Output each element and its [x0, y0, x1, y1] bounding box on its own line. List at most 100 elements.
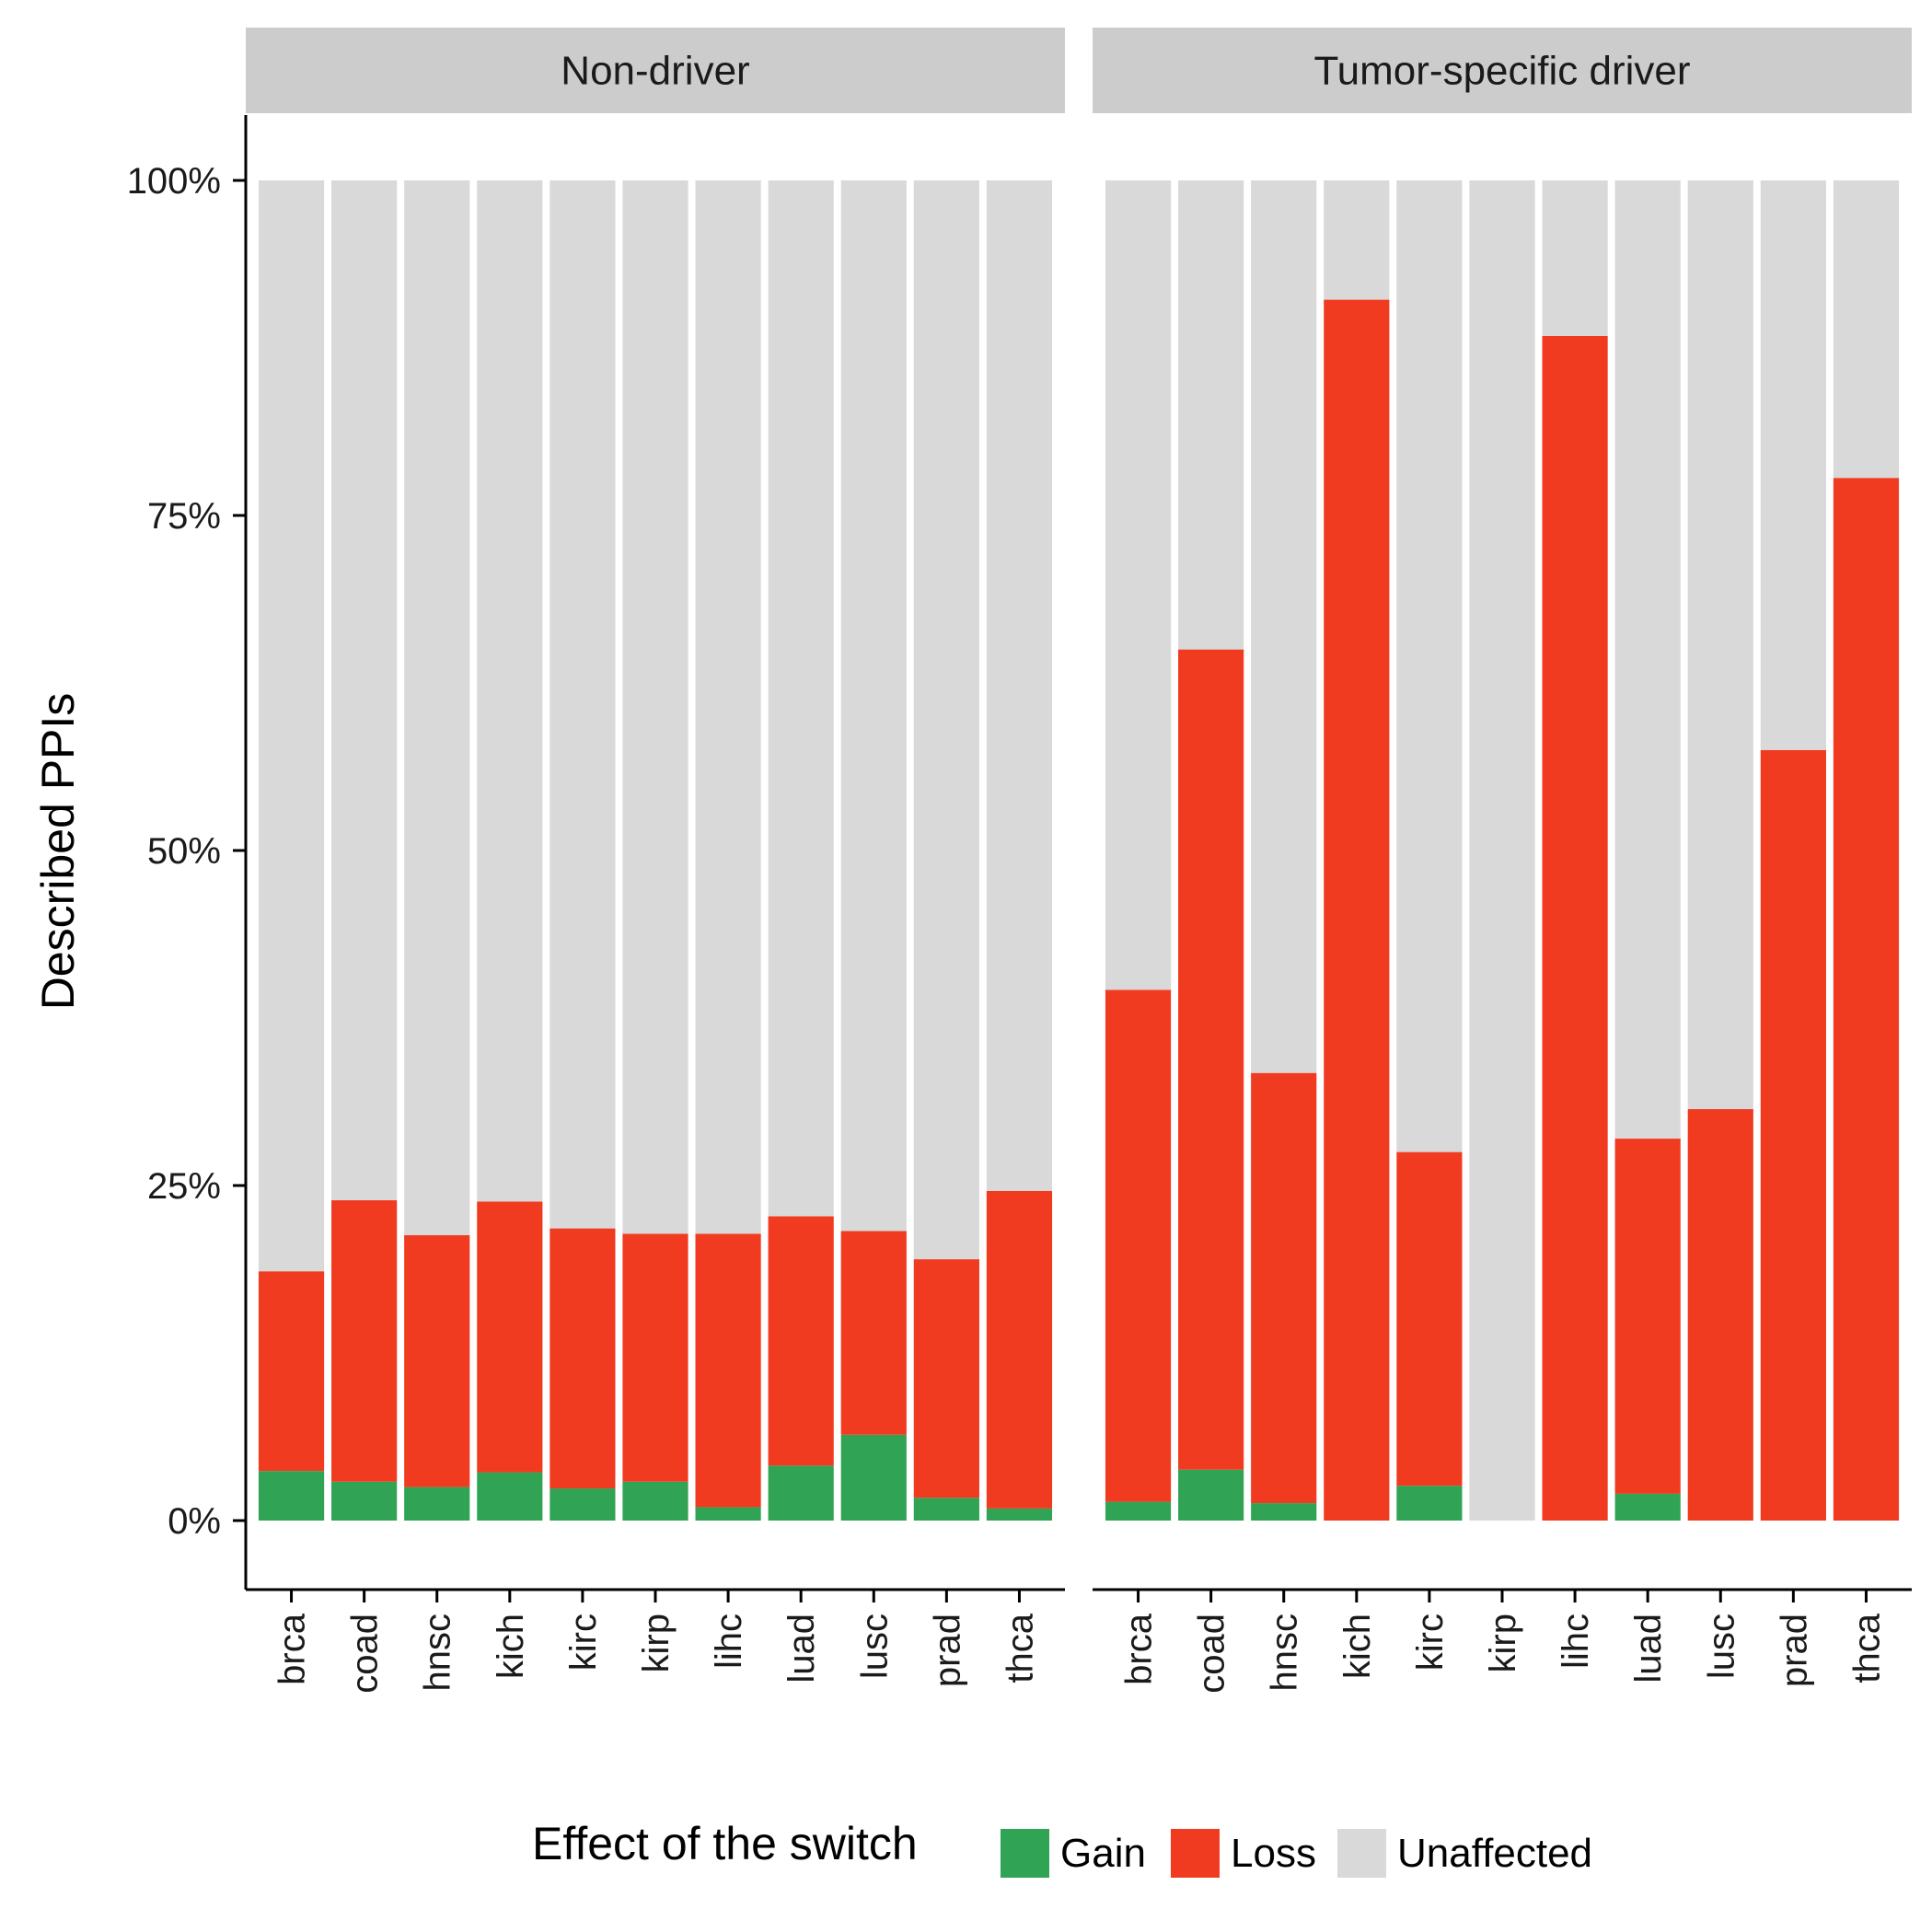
bar-unaffected-thca — [1833, 180, 1900, 479]
x-tick-label: kich — [1337, 1614, 1378, 1679]
bar-gain-kirc — [550, 1488, 616, 1521]
bar-unaffected-lihc — [1542, 180, 1608, 336]
x-tick-label: kirp — [1483, 1614, 1523, 1672]
bar-unaffected-lihc — [695, 180, 761, 1234]
bar-gain-luad — [768, 1465, 834, 1521]
x-tick-label: lusc — [1701, 1614, 1741, 1679]
bar-loss-kich — [477, 1201, 543, 1473]
axes-layer: Described PPIs 0% 25% 50% 75% 100% — [32, 115, 248, 1590]
bar-unaffected-prad — [913, 180, 979, 1260]
legend-label-gain: Gain — [1060, 1831, 1146, 1876]
x-tick-label: brca — [1119, 1613, 1160, 1685]
x-tick-label: coad — [1192, 1614, 1232, 1694]
y-axis-title: Described PPIs — [32, 693, 84, 1011]
x-tick-label: kirp — [636, 1614, 677, 1672]
x-tick-label: kirc — [1410, 1614, 1451, 1671]
legend-key-loss — [1171, 1829, 1220, 1878]
bar-loss-prad — [1760, 749, 1826, 1521]
x-tick-label: lusc — [854, 1614, 895, 1679]
bar-loss-lihc — [695, 1233, 761, 1508]
legend-key-gain — [1001, 1829, 1049, 1878]
x-tick-label: thca — [1846, 1613, 1887, 1683]
bar-unaffected-lusc — [840, 180, 907, 1232]
bar-loss-brca — [1105, 989, 1172, 1502]
legend: Effect of the switch Gain Loss Unaffected — [532, 1818, 1592, 1878]
x-tick-label: coad — [345, 1614, 386, 1694]
panel-strip — [1093, 28, 1912, 113]
y-tick-label: 50% — [147, 831, 221, 872]
bar-unaffected-thca — [986, 180, 1053, 1191]
bar-gain-kirc — [1396, 1486, 1463, 1521]
bar-loss-luad — [768, 1216, 834, 1466]
bar-unaffected-coad — [331, 180, 398, 1201]
legend-label-loss: Loss — [1231, 1831, 1316, 1876]
bar-loss-thca — [986, 1190, 1053, 1509]
bar-gain-lusc — [840, 1434, 907, 1521]
bar-loss-kirc — [1396, 1151, 1463, 1487]
bar-gain-coad — [1178, 1469, 1244, 1521]
bar-loss-kirp — [622, 1233, 688, 1482]
bar-loss-thca — [1833, 478, 1900, 1521]
bar-loss-kich — [1324, 299, 1390, 1521]
x-tick-label: hnsc — [1265, 1614, 1305, 1692]
bar-unaffected-kirc — [550, 180, 616, 1229]
bar-gain-hnsc — [404, 1487, 470, 1521]
bar-gain-brca — [1105, 1501, 1172, 1521]
bar-loss-coad — [331, 1200, 398, 1482]
legend-label-unaffected: Unaffected — [1397, 1831, 1592, 1876]
x-tick-label: lihc — [1556, 1614, 1596, 1669]
bar-unaffected-brca — [258, 180, 325, 1272]
bar-loss-prad — [913, 1259, 979, 1498]
bar-loss-brca — [258, 1271, 325, 1472]
panel-strip-title: Non-driver — [561, 49, 749, 94]
bar-unaffected-coad — [1178, 180, 1244, 650]
bar-loss-lihc — [1542, 335, 1608, 1521]
bar-gain-coad — [331, 1481, 398, 1521]
bar-loss-coad — [1178, 649, 1244, 1470]
x-tick-label: brca — [272, 1613, 313, 1685]
x-tick-label: prad — [927, 1614, 967, 1687]
bar-gain-kirp — [622, 1481, 688, 1521]
x-tick-label: luad — [781, 1614, 822, 1683]
bar-unaffected-kich — [1324, 180, 1390, 300]
y-tick-label: 0% — [168, 1501, 221, 1542]
bar-loss-hnsc — [1251, 1072, 1317, 1504]
panel-strip-title: Tumor-specific driver — [1313, 49, 1690, 94]
x-tick-label: kirc — [563, 1614, 604, 1671]
bar-unaffected-luad — [1614, 180, 1681, 1140]
bar-loss-lusc — [1687, 1109, 1753, 1521]
bar-gain-kich — [477, 1472, 543, 1521]
x-tick-label: luad — [1628, 1614, 1669, 1683]
legend-key-unaffected — [1337, 1829, 1386, 1878]
x-tick-label: hnsc — [418, 1614, 458, 1692]
bar-unaffected-lusc — [1687, 180, 1753, 1110]
bar-gain-hnsc — [1251, 1503, 1317, 1521]
y-tick-label: 25% — [147, 1166, 221, 1207]
bar-loss-kirc — [550, 1228, 616, 1489]
bar-unaffected-kich — [477, 180, 543, 1202]
panel-strip — [246, 28, 1065, 113]
bar-unaffected-kirp — [622, 180, 688, 1234]
x-tick-label: kich — [491, 1614, 531, 1679]
x-tick-label: prad — [1774, 1614, 1814, 1687]
bar-unaffected-brca — [1105, 180, 1172, 990]
bar-gain-thca — [986, 1508, 1053, 1521]
bar-gain-brca — [258, 1471, 325, 1521]
bar-unaffected-hnsc — [1251, 180, 1317, 1073]
legend-title: Effect of the switch — [532, 1818, 918, 1869]
bar-unaffected-kirp — [1469, 180, 1535, 1521]
x-tick-label: lihc — [709, 1614, 749, 1669]
bar-loss-luad — [1614, 1139, 1681, 1494]
y-tick-label: 100% — [127, 161, 221, 202]
x-tick-label: thca — [1000, 1613, 1040, 1683]
bar-loss-lusc — [840, 1231, 907, 1435]
bar-unaffected-luad — [768, 180, 834, 1217]
bar-unaffected-kirc — [1396, 180, 1463, 1152]
bar-gain-prad — [913, 1498, 979, 1521]
bar-loss-hnsc — [404, 1234, 470, 1487]
